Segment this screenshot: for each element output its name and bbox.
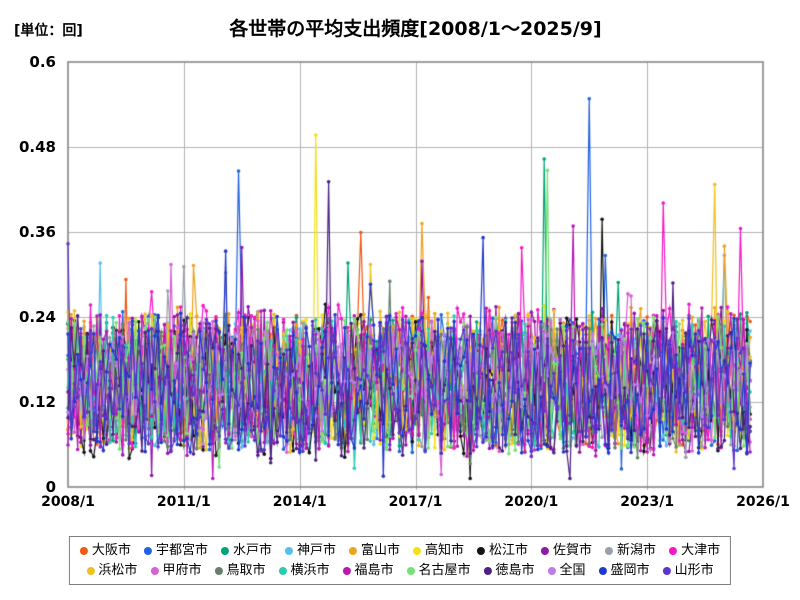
legend-dot — [605, 546, 614, 555]
legend-dot — [150, 566, 159, 575]
legend-dot — [214, 566, 223, 575]
legend-dot — [477, 546, 486, 555]
x-tick-label: 2023/1 — [620, 494, 675, 510]
y-tick-label: 0.6 — [29, 53, 56, 71]
legend-item-17: 全国 — [547, 562, 586, 579]
unit-label: [単位：回] — [14, 23, 83, 39]
legend-dot — [541, 546, 550, 555]
legend-dot — [284, 546, 293, 555]
legend-dot — [278, 566, 287, 575]
x-tick-label: 2008/1 — [41, 494, 95, 510]
legend-dot — [669, 546, 678, 555]
legend-item-9: 大津市 — [669, 542, 720, 559]
legend-item-18: 盛岡市 — [598, 562, 650, 579]
legend-dot — [547, 566, 556, 575]
legend-item-label: 徳島市 — [495, 563, 535, 578]
legend-dot — [79, 546, 88, 555]
legend-item-8: 新潟市 — [605, 542, 656, 559]
legend-item-label: 横浜市 — [290, 563, 330, 578]
legend-box: 大阪市 宇都宮市 水戸市 神戸市 富山市 高知市 松江市 佐賀市 新潟市 大津市 浜松市 甲府市 鳥取… — [68, 536, 732, 585]
legend-item-label: 富山市 — [360, 543, 400, 558]
legend-item-label: 松江市 — [489, 543, 529, 558]
legend-item-label: 大津市 — [681, 543, 721, 558]
y-tick-label: 0.48 — [18, 138, 56, 156]
legend-item-12: 鳥取市 — [214, 562, 265, 579]
legend-dot — [483, 566, 492, 575]
x-tick-label: 2014/1 — [272, 494, 327, 510]
legend-item-label: 宇都宮市 — [155, 543, 208, 558]
legend-dot — [220, 546, 229, 555]
legend-dot — [342, 566, 351, 575]
legend-item-label: 大阪市 — [91, 543, 131, 558]
y-tick-label: 0.12 — [18, 393, 56, 411]
legend-item-6: 松江市 — [477, 542, 528, 559]
legend-item-15: 名古屋市 — [406, 562, 471, 579]
legend-item-14: 福島市 — [342, 562, 394, 579]
legend-item-label: 佐賀市 — [553, 543, 593, 558]
legend-item-1: 宇都宮市 — [143, 542, 208, 559]
legend-dot — [348, 546, 357, 555]
legend-item-label: 浜松市 — [98, 563, 138, 578]
legend-item-10: 浜松市 — [86, 562, 137, 579]
y-tick-label: 0.36 — [18, 223, 56, 241]
legend-dot — [662, 566, 671, 575]
legend-item-label: 全国 — [559, 563, 586, 578]
x-tick-label: 2020/1 — [504, 494, 559, 510]
legend-item-5: 高知市 — [413, 542, 464, 559]
y-tick-label: 0.24 — [18, 308, 56, 326]
legend-row-1: 大阪市 宇都宮市 水戸市 神戸市 富山市 高知市 松江市 佐賀市 新潟市 大津市 — [79, 542, 720, 559]
legend-item-label: 名古屋市 — [418, 563, 471, 578]
legend-item-11: 甲府市 — [150, 562, 201, 579]
legend-item-label: 鳥取市 — [226, 563, 266, 578]
legend-item-label: 甲府市 — [162, 563, 202, 578]
legend-dot — [406, 566, 415, 575]
legend-item-label: 神戸市 — [296, 543, 336, 558]
legend-dot — [598, 566, 607, 575]
x-tick-label: 2026/1 — [736, 494, 790, 510]
legend-dot — [413, 546, 421, 555]
legend-item-label: 水戸市 — [232, 543, 272, 558]
legend-row-2: 浜松市 甲府市 鳥取市 横浜市 福島市 名古屋市 徳島市 全国 盛岡市 山形市 — [80, 562, 720, 579]
legend-item-4: 富山市 — [348, 542, 400, 559]
x-tick-label: 2017/1 — [388, 494, 443, 510]
legend-dot — [143, 546, 152, 555]
legend-dot — [86, 566, 95, 575]
legend-item-0: 大阪市 — [79, 542, 131, 559]
legend-item-label: 高知市 — [425, 543, 465, 558]
legend-item-7: 佐賀市 — [541, 542, 592, 559]
x-tick-label: 2011/1 — [156, 494, 211, 510]
legend-item-label: 新潟市 — [617, 543, 657, 558]
legend-item-3: 神戸市 — [284, 542, 336, 559]
chart-title: 各世帯の平均支出頻度[2008/1～2025/9] — [229, 18, 602, 40]
legend-item-2: 水戸市 — [220, 542, 272, 559]
legend-item-19: 山形市 — [662, 562, 714, 579]
y-tick-label: 0 — [45, 478, 56, 496]
legend-item-label: 盛岡市 — [610, 563, 650, 578]
legend-item-16: 徳島市 — [483, 562, 535, 579]
legend-item-13: 横浜市 — [278, 562, 329, 579]
legend-item-label: 山形市 — [674, 563, 714, 578]
legend-item-label: 福島市 — [354, 563, 394, 578]
